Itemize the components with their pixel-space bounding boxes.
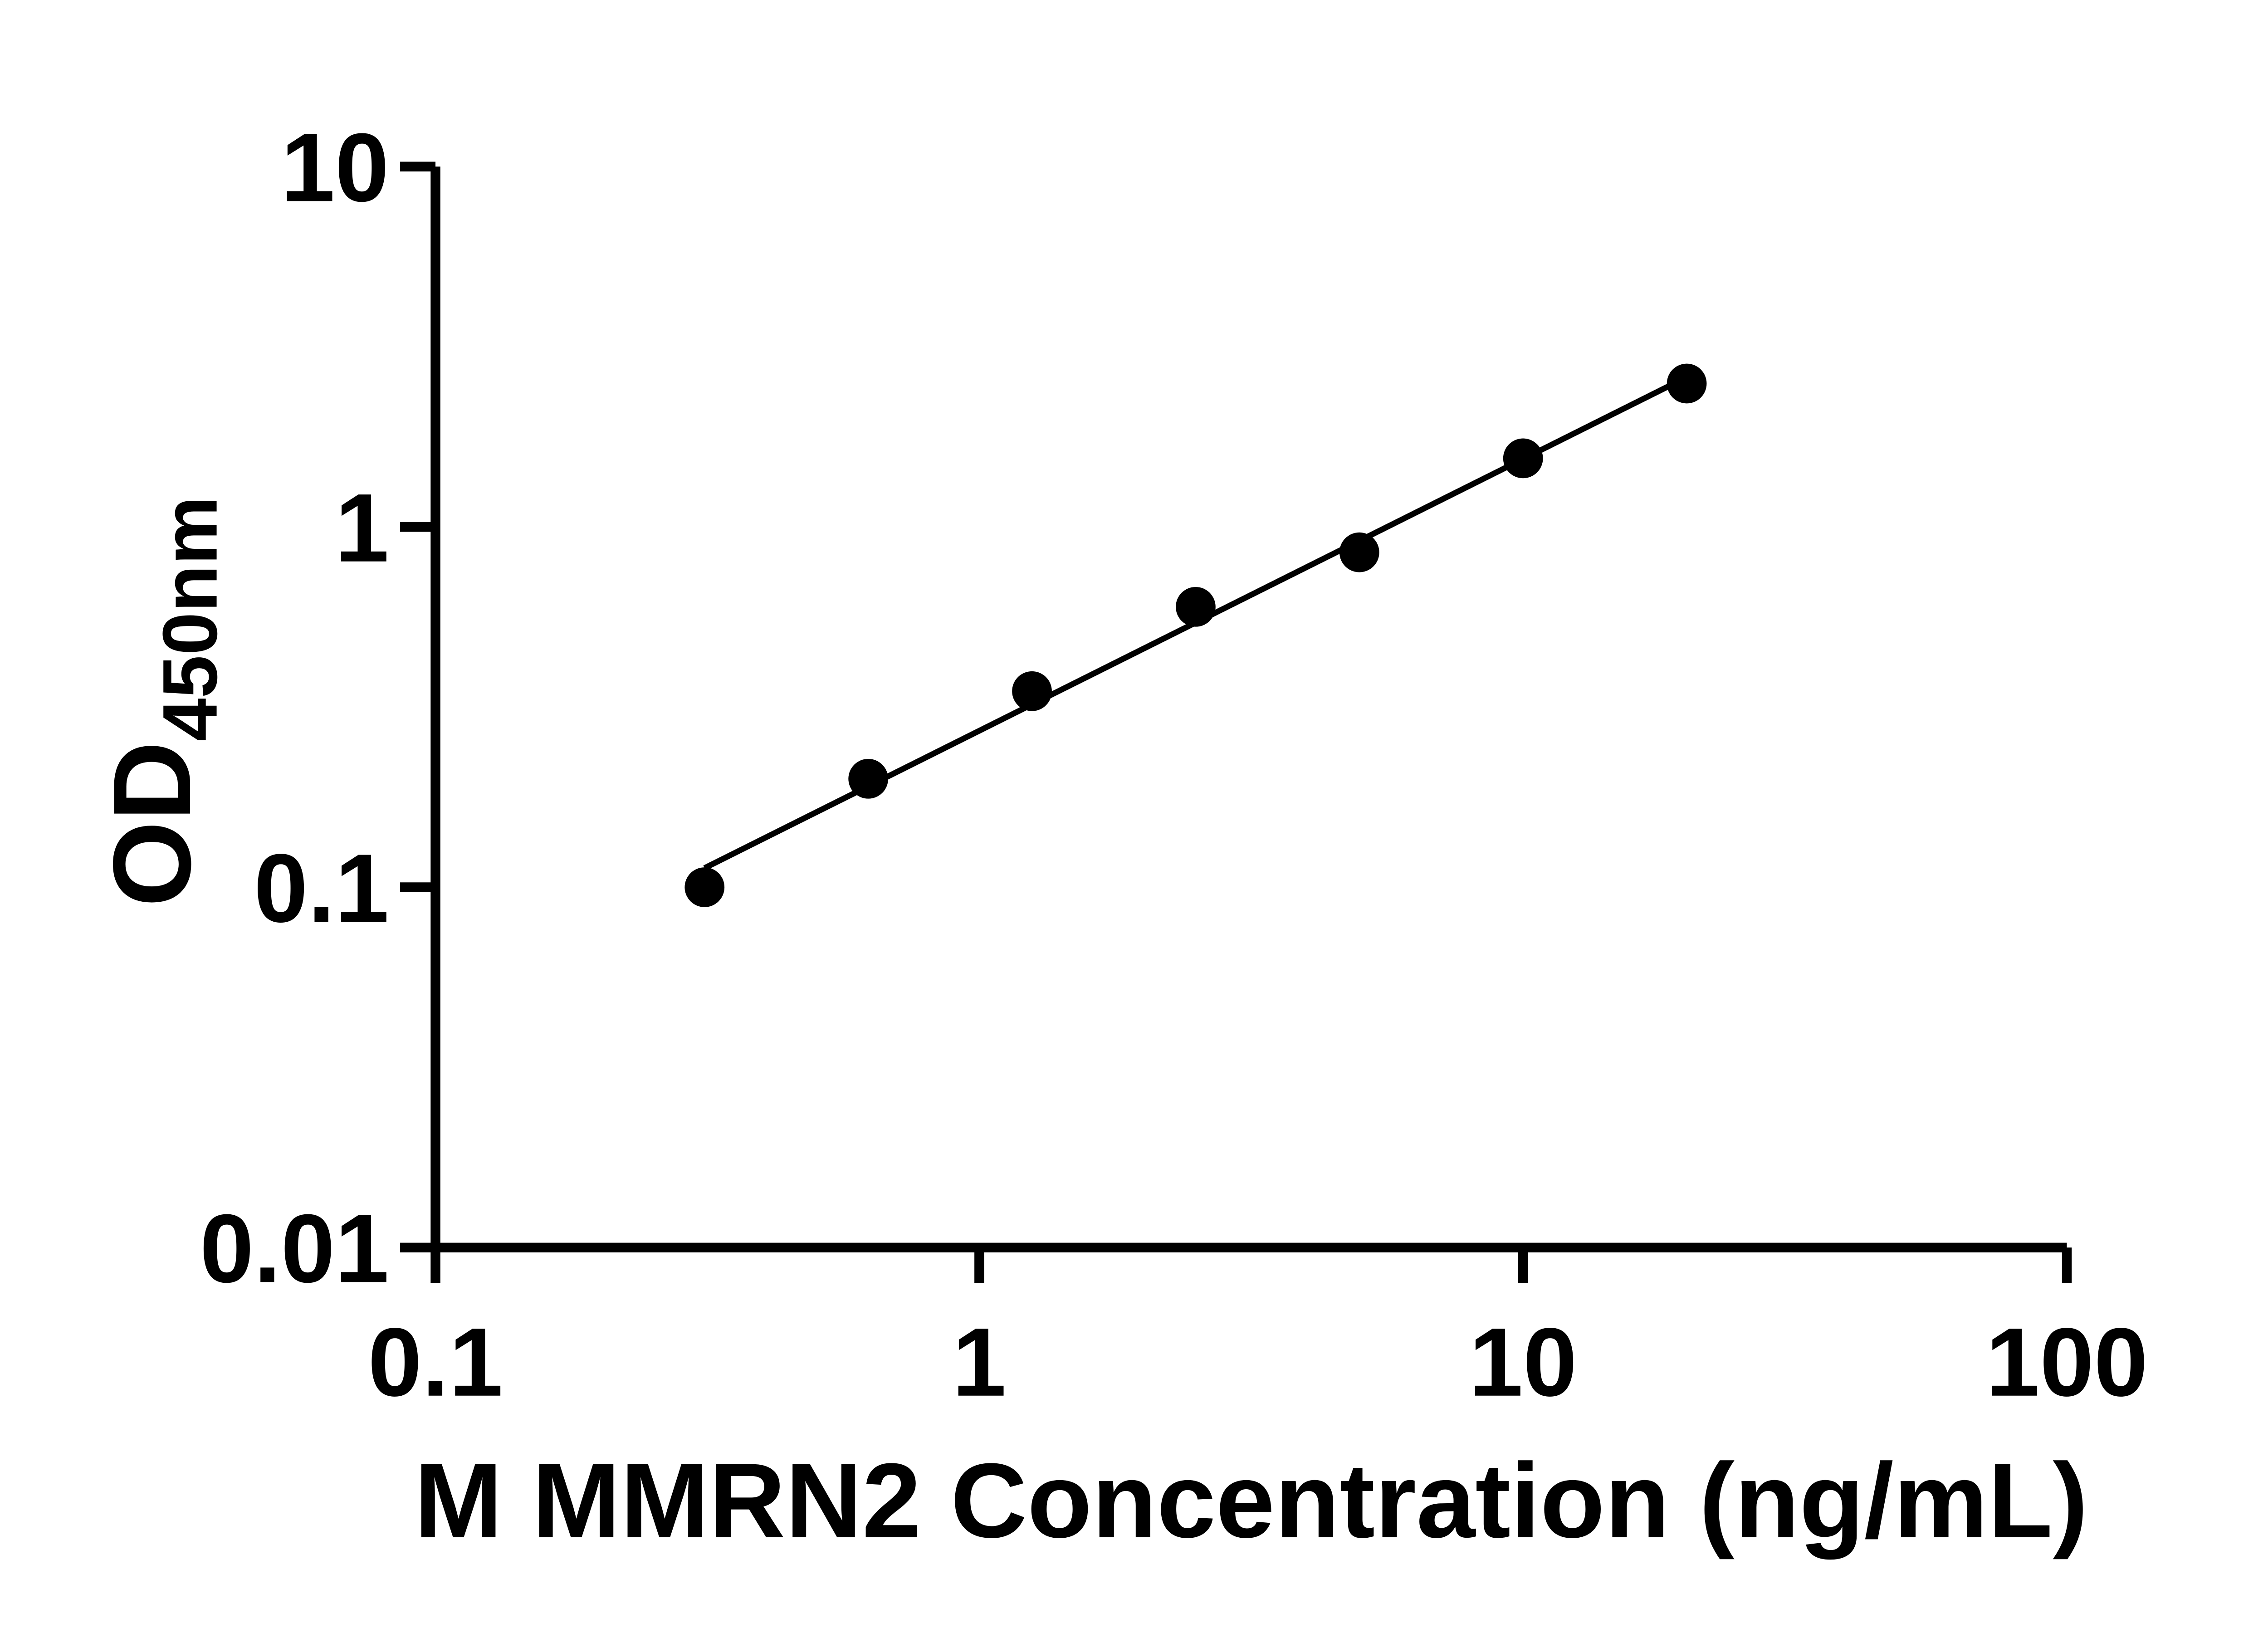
y-tick-label: 0.1 (254, 834, 389, 943)
data-point (1503, 438, 1543, 479)
data-point (1176, 587, 1216, 627)
x-tick-label: 10 (1469, 1308, 1577, 1417)
x-axis-title: M MMRN2 Concentration (ng/mL) (414, 1441, 2088, 1560)
data-point (848, 758, 889, 799)
data-point (1667, 363, 1707, 404)
x-tick-label: 100 (1986, 1308, 2148, 1417)
y-tick-label: 0.01 (200, 1194, 389, 1303)
data-point (1339, 532, 1379, 572)
y-tick-label: 1 (335, 474, 389, 582)
y-axis-title-subscript: 450nm (147, 496, 234, 741)
x-tick-label: 0.1 (368, 1308, 503, 1417)
y-tick-label: 10 (281, 113, 389, 222)
y-axis-title-main: OD (90, 741, 214, 907)
data-point (684, 867, 725, 907)
x-tick-label: 1 (952, 1308, 1006, 1417)
y-axis-title: OD450nm (90, 496, 233, 907)
data-point (1012, 671, 1052, 711)
